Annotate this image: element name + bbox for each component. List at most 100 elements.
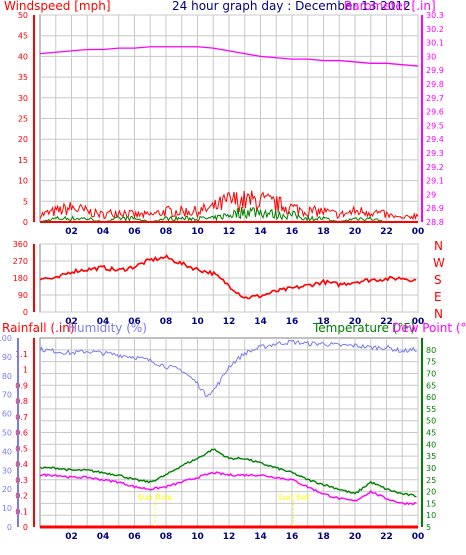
x-tick-label: 16 xyxy=(286,227,299,237)
rainfall-axis-title: Rainfall (.in) xyxy=(2,321,75,335)
direction-label-s: S xyxy=(434,273,442,287)
temperature-tick-label: 65 xyxy=(426,381,436,390)
baro-tick-label: 30 xyxy=(426,52,436,61)
x-tick-label: 02 xyxy=(65,532,78,542)
baro-tick-label: 30.1 xyxy=(426,39,444,48)
x-tick-label: 12 xyxy=(223,532,236,542)
temperature-tick-label: 70 xyxy=(426,369,436,378)
rainfall-tick-label: 0.4 xyxy=(15,460,28,469)
baro-tick-label: 29.1 xyxy=(426,177,444,186)
direction-label-n2: N xyxy=(434,307,443,321)
x-tick-label: 04 xyxy=(97,317,110,327)
barometer-line xyxy=(39,46,419,67)
direction-tick-label: 360 xyxy=(13,240,28,249)
rainfall-tick-label: 0.9 xyxy=(15,381,28,390)
temperature-tick-label: 55 xyxy=(426,405,436,414)
rainfall-tick-label: 1.1 xyxy=(15,350,28,359)
sunset-marker: Sun Set xyxy=(278,493,309,502)
x-tick-label: 16 xyxy=(286,532,299,542)
temperature-tick-label: 75 xyxy=(426,358,436,367)
barometer-axis-title: Barometer [.in] xyxy=(344,0,436,13)
baro-tick-label: 28.9 xyxy=(426,204,444,213)
x-tick-label: 02 xyxy=(65,227,78,237)
x-tick-label: 22 xyxy=(380,317,393,327)
x-tick-label: 12 xyxy=(223,227,236,237)
x-tick-label: 18 xyxy=(317,227,330,237)
humidity-tick-label: 60 xyxy=(2,410,12,419)
x-tick-label: 08 xyxy=(160,317,173,327)
temperature-line xyxy=(39,448,417,498)
humidity-tick-label: 90 xyxy=(2,353,12,362)
wind-tick-label: 15 xyxy=(18,156,28,165)
x-tick-label: 14 xyxy=(254,317,267,327)
humidity-tick-label: 20 xyxy=(2,485,12,494)
humidity-line xyxy=(39,339,417,397)
temperature-tick-label: 45 xyxy=(426,429,436,438)
x-tick-label: 06 xyxy=(128,317,141,327)
sunrise-marker: Sun Rise xyxy=(138,493,173,502)
humidity-tick-label: 0 xyxy=(7,523,12,532)
humidity-tick-label: 100 xyxy=(0,334,12,343)
humidity-tick-label: 40 xyxy=(2,447,12,456)
baro-tick-label: 28.8 xyxy=(426,218,444,227)
wind-tick-label: 0 xyxy=(23,218,28,227)
temperature-tick-label: 30 xyxy=(426,464,436,473)
direction-tick-label: 270 xyxy=(13,257,28,266)
x-tick-label: 10 xyxy=(191,532,204,542)
rainfall-tick-label: 0 xyxy=(23,523,28,532)
wind-barometer-panel: 02 04 06 08 10 12 14 16 18 20 22 000510152025303540… xyxy=(18,11,444,237)
wind-tick-label: 50 xyxy=(18,11,28,20)
x-tick-label: 14 xyxy=(254,227,267,237)
temperature-tick-label: 80 xyxy=(426,346,436,355)
temperature-tick-label: 40 xyxy=(426,440,436,449)
x-tick-label: 16 xyxy=(286,317,299,327)
dewpoint-axis-title: Dew Point (°F) xyxy=(392,321,466,335)
wind-direction-line xyxy=(39,254,417,300)
wind-tick-label: 20 xyxy=(18,135,28,144)
rainfall-tick-label: 0.1 xyxy=(15,507,28,516)
temperature-tick-label: 35 xyxy=(426,452,436,461)
humidity-tick-label: 30 xyxy=(2,466,12,475)
wind-tick-label: 35 xyxy=(18,73,28,82)
temperature-humidity-panel: 02 04 06 08 10 12 14 16 18 20 22 005101520253035404… xyxy=(0,334,436,542)
x-tick-label: 20 xyxy=(349,227,362,237)
humidity-tick-label: 10 xyxy=(2,504,12,513)
x-tick-label: 06 xyxy=(128,532,141,542)
baro-tick-label: 30.2 xyxy=(426,25,444,34)
rainfall-tick-label: 0.3 xyxy=(15,476,28,485)
rainfall-tick-label: 0.6 xyxy=(15,429,28,438)
wind-tick-label: 10 xyxy=(18,177,28,186)
baro-tick-label: 29 xyxy=(426,190,436,199)
temperature-tick-label: 10 xyxy=(426,511,436,520)
x-tick-label: 00 xyxy=(412,317,425,327)
wind-tick-label: 45 xyxy=(18,32,28,41)
x-tick-label: 22 xyxy=(380,227,393,237)
chart-title: 24 hour graph day : December 13 2012 xyxy=(172,0,411,13)
direction-tick-label: 90 xyxy=(18,291,28,300)
baro-tick-label: 29.9 xyxy=(426,66,444,75)
wind-tick-label: 40 xyxy=(18,52,28,61)
windspeed-axis-title: Windspeed [mph] xyxy=(4,0,111,13)
rainfall-tick-label: 0.8 xyxy=(15,397,28,406)
temperature-tick-label: 60 xyxy=(426,393,436,402)
humidity-axis-title: Humidity (%) xyxy=(68,321,147,335)
baro-tick-label: 29.7 xyxy=(426,94,444,103)
x-tick-label: 12 xyxy=(223,317,236,327)
x-tick-label: 06 xyxy=(128,227,141,237)
x-tick-label: 20 xyxy=(349,532,362,542)
dewpoint-line xyxy=(39,471,417,506)
x-tick-label: 00 xyxy=(412,532,425,542)
baro-tick-label: 29.4 xyxy=(426,135,444,144)
baro-tick-label: 29.3 xyxy=(426,149,444,158)
temperature-tick-label: 5 xyxy=(426,523,431,532)
direction-tick-label: 0 xyxy=(23,308,28,317)
rainfall-tick-label: 0.7 xyxy=(15,413,28,422)
baro-tick-label: 29.5 xyxy=(426,121,444,130)
direction-label-w: W xyxy=(433,256,445,270)
direction-label-e: E xyxy=(434,290,442,304)
humidity-tick-label: 50 xyxy=(2,429,12,438)
direction-tick-label: 180 xyxy=(13,274,28,283)
rainfall-tick-label: 1 xyxy=(23,366,28,375)
